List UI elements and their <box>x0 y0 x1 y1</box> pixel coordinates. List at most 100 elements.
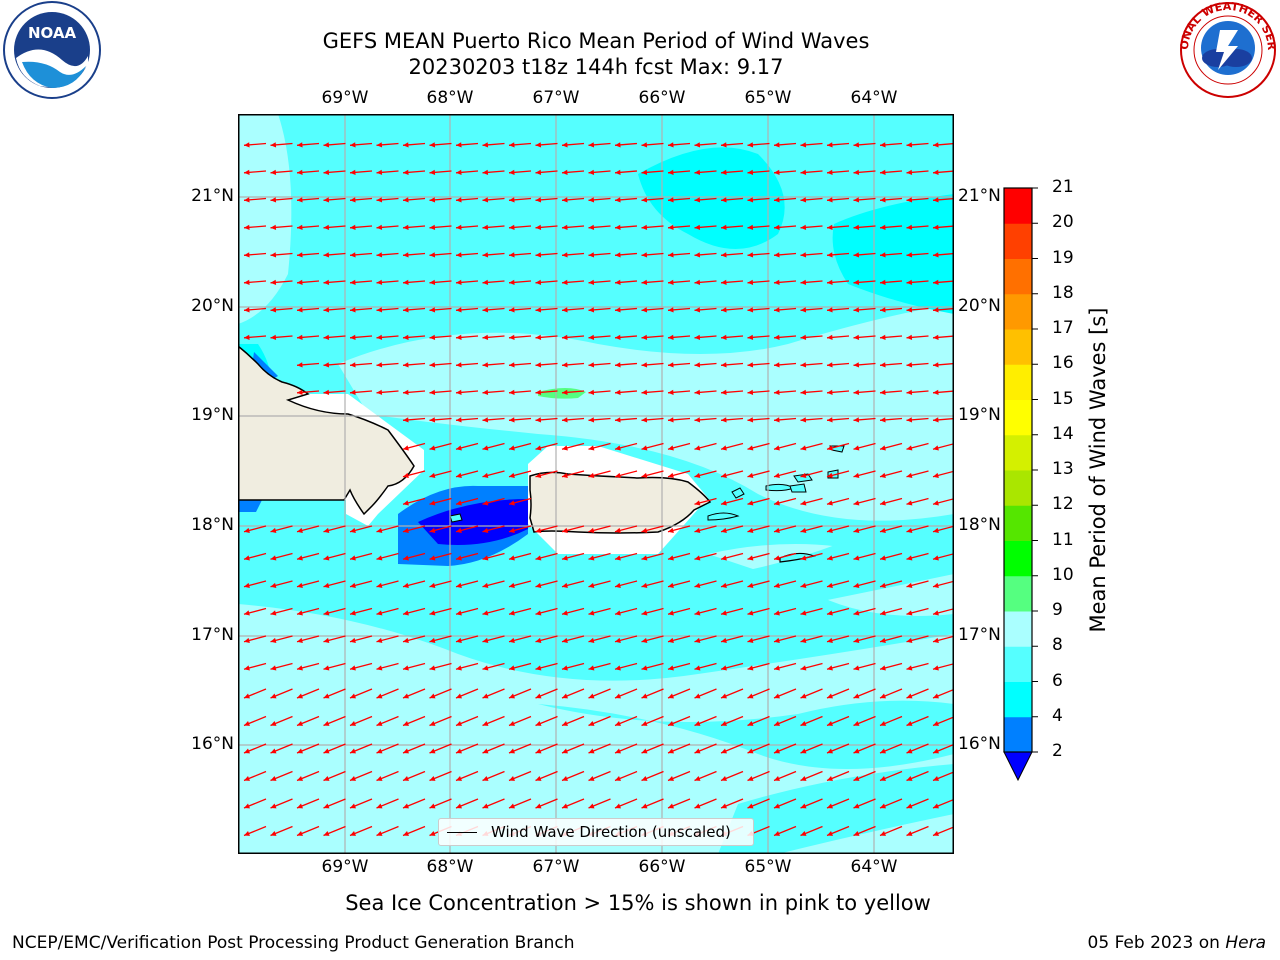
wind-arrow-head <box>456 693 462 699</box>
wind-arrow-head <box>244 307 250 313</box>
wind-arrow-head <box>562 693 568 699</box>
wind-arrow-head <box>747 224 754 230</box>
colorbar-tick-label: 12 <box>1052 494 1074 515</box>
wind-arrow-head <box>721 252 727 258</box>
legend-label: Wind Wave Direction (unscaled) <box>491 823 731 841</box>
wind-arrow-head <box>350 527 356 533</box>
wind-arrow-head <box>747 389 754 395</box>
wind-arrow-head <box>350 169 356 175</box>
wind-arrow-head <box>376 610 383 616</box>
wind-arrow-head <box>429 362 436 368</box>
wind-arrow-head <box>853 721 860 726</box>
wind-arrow-head <box>880 637 886 643</box>
wind-arrow-head <box>535 610 542 616</box>
wind-arrow-head <box>562 748 568 754</box>
wind-arrow-head <box>482 665 489 671</box>
colorbar-tick-label: 11 <box>1052 529 1074 550</box>
sea-ice-note: Sea Ice Concentration > 15% is shown in … <box>345 891 931 915</box>
wind-arrow-head <box>800 224 807 230</box>
wind-arrow-head <box>270 555 277 561</box>
wind-arrow-head <box>350 142 356 148</box>
wind-arrow-head <box>721 665 727 671</box>
wind-arrow-head <box>509 555 515 561</box>
wind-arrow-head <box>853 169 860 175</box>
wind-arrow-head <box>721 389 727 395</box>
wind-arrow-head <box>668 169 674 175</box>
wind-arrow-head <box>350 224 356 230</box>
wind-arrow-head <box>297 831 303 836</box>
wind-arrow-head <box>721 582 727 588</box>
wind-arrow-head <box>509 637 515 643</box>
wind-arrow-head <box>906 279 913 285</box>
wind-arrow-head <box>747 776 754 781</box>
contour-9-10 <box>538 388 586 399</box>
wind-arrow-head <box>694 527 701 533</box>
wind-arrow-head <box>747 610 754 616</box>
wind-arrow-head <box>562 334 568 340</box>
wind-arrow-head <box>906 389 913 395</box>
wind-arrow-head <box>774 555 780 561</box>
wind-arrow-head <box>880 307 886 313</box>
wind-arrow-head <box>509 776 515 781</box>
wind-arrow-head <box>562 527 568 533</box>
wind-arrow-head <box>509 197 515 203</box>
wind-arrow-head <box>403 417 409 423</box>
wind-arrow-head <box>509 279 515 285</box>
wind-arrow-head <box>774 527 780 533</box>
wind-arrow-head <box>694 610 701 616</box>
wind-arrow-head <box>323 721 330 726</box>
wind-arrow-head <box>641 334 648 340</box>
wind-arrow-head <box>244 142 250 148</box>
wind-arrow-head <box>906 362 913 368</box>
wind-arrow-head <box>429 527 436 533</box>
wind-arrow-head <box>800 637 807 643</box>
wind-arrow-head <box>668 197 674 203</box>
wind-arrow-head <box>429 389 436 395</box>
wind-arrow-head <box>694 500 701 506</box>
wind-arrow-head <box>403 279 409 285</box>
wind-arrow-head <box>297 334 303 340</box>
wind-arrow-head <box>588 169 595 175</box>
wind-arrow-head <box>429 637 436 643</box>
wind-arrow-head <box>323 831 330 836</box>
wind-arrow-head <box>827 831 833 836</box>
wind-arrow-head <box>774 197 780 203</box>
wind-arrow-head <box>588 803 595 809</box>
wind-arrow-head <box>588 279 595 285</box>
wind-arrow-head <box>509 665 515 671</box>
wind-arrow-head <box>376 142 383 148</box>
wind-arrow-head <box>668 582 674 588</box>
wind-arrow-head <box>615 472 621 478</box>
wind-arrow-head <box>933 693 939 699</box>
wind-arrow-head <box>853 803 860 809</box>
wind-arrow-head <box>403 665 409 671</box>
date-text: 05 Feb 2023 on <box>1087 933 1220 953</box>
wind-arrow-head <box>668 279 674 285</box>
wind-arrow-head <box>535 527 542 533</box>
wind-arrow-head <box>509 252 515 258</box>
wind-arrow-head <box>350 721 356 726</box>
wind-arrow-head <box>906 555 913 561</box>
wind-arrow-head <box>323 252 330 258</box>
wind-arrow-head <box>403 500 409 506</box>
contour-8-9 <box>238 604 954 854</box>
wind-arrow-head <box>509 582 515 588</box>
wind-arrow-head <box>721 142 727 148</box>
colorbar-tick-label: 21 <box>1052 177 1074 197</box>
wind-arrow-head <box>906 776 913 781</box>
wind-arrow-head <box>509 362 515 368</box>
wind-arrow-head <box>270 334 277 340</box>
colorbar-tick-label: 14 <box>1052 423 1074 444</box>
lon-label-top: 64°W <box>850 88 898 108</box>
wind-arrow-head <box>880 224 886 230</box>
wind-arrow-head <box>482 169 489 175</box>
colorbar-tick-label: 2 <box>1052 741 1063 761</box>
wind-arrow-head <box>297 307 303 313</box>
wind-arrow-head <box>509 334 515 340</box>
wind-arrow-head <box>482 362 489 368</box>
wind-arrow-head <box>906 472 913 478</box>
wind-arrow-head <box>774 389 780 395</box>
wind-arrow-head <box>562 252 568 258</box>
wind-arrow-head <box>588 693 595 699</box>
wind-arrow-head <box>880 389 886 395</box>
